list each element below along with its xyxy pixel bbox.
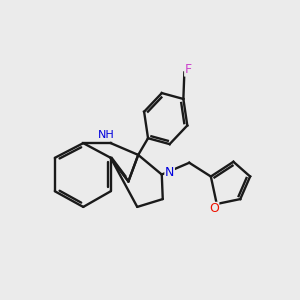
Text: N: N [165,166,174,179]
Text: F: F [185,63,192,76]
Text: O: O [209,202,219,215]
Text: NH: NH [98,130,114,140]
